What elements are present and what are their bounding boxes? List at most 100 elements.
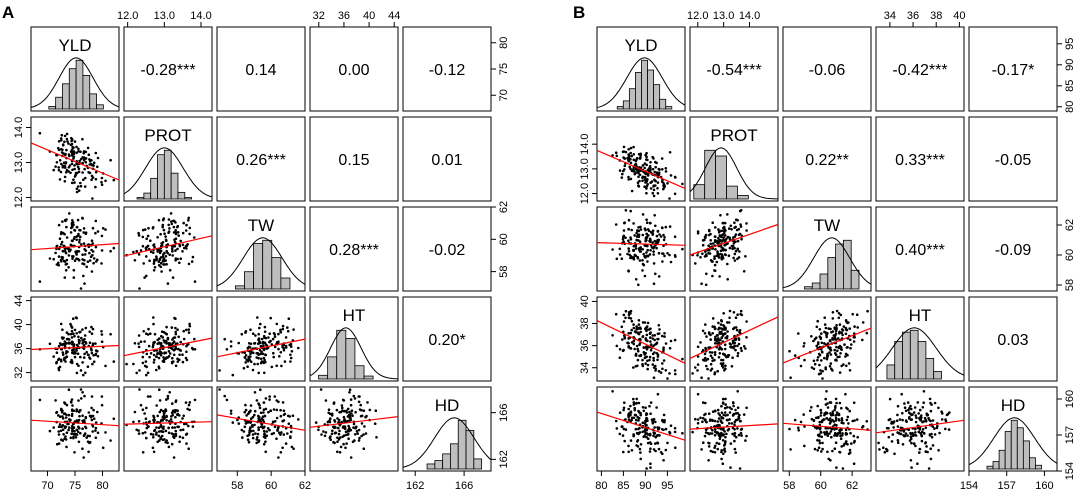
scatter-point: [341, 406, 344, 410]
scatter-point: [663, 332, 666, 335]
scatter-point: [833, 433, 837, 437]
scatter-point: [744, 254, 747, 258]
scatter-point: [92, 354, 95, 357]
scatter-point: [845, 328, 849, 332]
scatter-point: [637, 323, 641, 326]
scatter-point: [152, 416, 156, 419]
scatter-point: [643, 274, 647, 278]
scatter-point: [651, 334, 654, 337]
correlation-value: 0.14: [245, 62, 276, 79]
scatter-point: [357, 439, 361, 442]
scatter-point: [733, 423, 736, 427]
cell-yld-hd: -0.12: [402, 26, 492, 112]
scatter-point: [629, 158, 632, 161]
scatter-point: [144, 417, 148, 421]
scatter-point: [812, 359, 816, 363]
scatter-point: [724, 414, 727, 417]
scatter-point: [708, 419, 712, 422]
scatter-point: [734, 326, 738, 329]
scatter-point: [96, 156, 100, 160]
scatter-point: [338, 424, 342, 427]
scatter-point: [94, 353, 98, 357]
scatter-point: [636, 331, 640, 335]
scatter-point: [333, 441, 336, 445]
cell-frame: [782, 116, 872, 202]
scatter-point: [644, 337, 648, 340]
scatter-point: [81, 339, 84, 342]
scatter-point: [330, 432, 334, 436]
scatter-point: [638, 179, 641, 183]
scatter-point: [77, 399, 80, 402]
scatter-point: [829, 430, 833, 433]
cell-prot-ht: 0.33***: [875, 116, 965, 202]
scatter-point: [255, 436, 259, 439]
x-tick-label: 12.0: [117, 10, 138, 22]
scatter-point: [723, 450, 727, 453]
scatter-point: [931, 419, 935, 422]
scatter-point: [651, 418, 654, 422]
scatter-point: [284, 336, 288, 339]
scatter-point: [622, 145, 626, 149]
scatter-point: [629, 347, 633, 350]
scatter-point: [141, 244, 145, 248]
scatter-point: [182, 337, 186, 341]
scatter-point: [254, 334, 257, 337]
x-tick-label: 85: [617, 480, 629, 492]
scatter-point: [624, 418, 627, 421]
scatter-point: [149, 250, 153, 254]
scatter-point: [704, 323, 707, 326]
cell-frame: [968, 296, 1058, 382]
x-tick-label: 40: [363, 10, 375, 22]
scatter-point: [833, 447, 837, 451]
scatter-point: [844, 319, 848, 322]
scatter-point: [717, 237, 720, 240]
scatter-point: [188, 322, 191, 326]
x-tick-label: 14.0: [739, 10, 760, 22]
scatter-point: [71, 424, 74, 428]
scatter-point: [661, 252, 664, 255]
scatter-point: [649, 412, 652, 416]
scatter-point: [343, 418, 346, 421]
scatter-point: [345, 442, 348, 445]
scatter-point: [163, 263, 166, 266]
histogram-bar: [170, 172, 179, 200]
scatter-point: [673, 192, 677, 196]
scatter-point: [75, 428, 79, 432]
scatter-point: [904, 419, 908, 422]
scatter-point: [73, 334, 76, 338]
scatter-point: [627, 332, 630, 335]
scatter-point: [713, 263, 717, 267]
scatter-point: [831, 330, 835, 333]
scatter-point: [719, 419, 723, 422]
scatter-point: [185, 422, 188, 426]
scatter-point: [652, 376, 656, 380]
scatter-point: [707, 331, 711, 335]
scatter-point: [155, 349, 158, 352]
scatter-point: [666, 441, 669, 445]
scatter-point: [347, 437, 350, 441]
scatter-point: [193, 337, 196, 341]
scatter-point: [887, 435, 891, 439]
scatter-point: [163, 341, 166, 344]
scatter-point: [71, 317, 75, 321]
correlation-value: -0.54***: [706, 62, 761, 79]
scatter-point: [265, 347, 269, 350]
scatter-point: [248, 346, 252, 349]
cell-tw-tw: TW: [216, 206, 306, 292]
scatter-point: [332, 402, 336, 405]
scatter-point: [92, 417, 96, 421]
scatter-point: [714, 235, 717, 238]
scatter-point: [819, 372, 823, 375]
scatter-point: [275, 416, 279, 420]
scatter-point: [834, 414, 837, 417]
scatter-point: [264, 353, 268, 357]
scatter-point: [339, 445, 343, 449]
scatter-point: [253, 423, 256, 427]
scatter-point: [249, 421, 252, 424]
scatter-point: [184, 401, 188, 404]
panel-label: A: [2, 3, 14, 22]
scatter-point: [720, 450, 723, 454]
scatter-point: [142, 330, 145, 333]
scatter-point: [704, 431, 708, 434]
scatter-point: [133, 259, 137, 262]
